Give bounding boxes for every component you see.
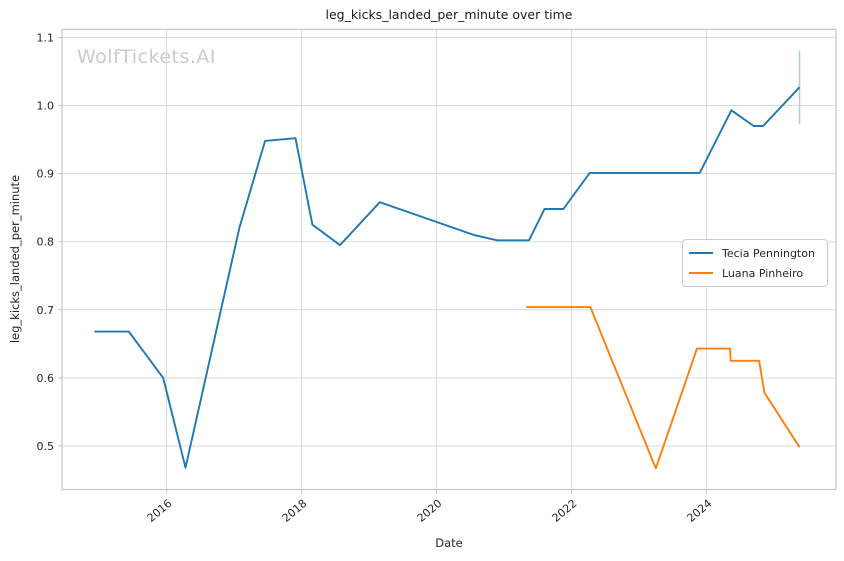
legend-line-sample-orange (689, 272, 713, 274)
x-axis-label: Date (435, 536, 463, 550)
legend-line-sample-blue (689, 252, 713, 254)
x-tick-label: 2024 (685, 497, 715, 525)
x-tick-label: 2022 (550, 497, 580, 525)
y-axis-label: leg_kicks_landed_per_minute (8, 174, 22, 344)
legend-label: Luana Pinheiro (722, 266, 804, 280)
legend-item-tecia-pennington: Tecia Pennington (689, 245, 819, 261)
legend-item-luana-pinheiro: Luana Pinheiro (689, 265, 819, 281)
y-tick-label: 0.5 (37, 440, 55, 453)
y-tick-label: 0.9 (37, 168, 55, 181)
y-tick-label: 1.0 (37, 100, 55, 113)
plot-border (61, 28, 837, 491)
y-tick-label: 0.7 (37, 304, 55, 317)
chart-title: leg_kicks_landed_per_minute over time (325, 7, 573, 22)
series-line-tecia-pennington (94, 86, 801, 469)
watermark: WolfTickets.AI (77, 46, 217, 68)
y-tick-label: 0.8 (37, 236, 55, 249)
series-line-luana-pinheiro (526, 306, 801, 470)
y-tick-label: 1.1 (37, 31, 55, 44)
x-tick-label: 2016 (145, 497, 175, 525)
x-tick-label: 2020 (415, 497, 445, 525)
legend-label: Tecia Pennington (722, 246, 815, 260)
x-tick-label: 2018 (280, 497, 310, 525)
y-tick-label: 0.6 (37, 372, 55, 385)
legend: Tecia Pennington Luana Pinheiro (682, 239, 828, 287)
